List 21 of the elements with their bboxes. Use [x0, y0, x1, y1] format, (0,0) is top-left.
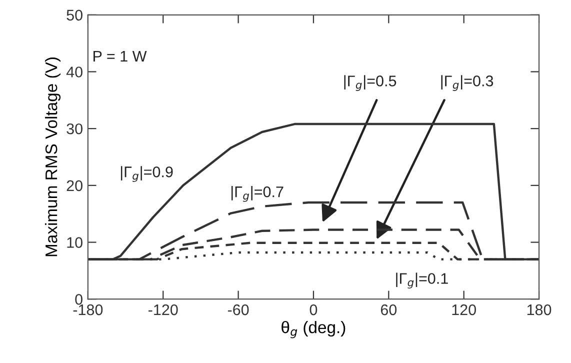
x-tick-label: -180 — [73, 304, 103, 316]
x-axis-title: θ$_{g}$ (deg.) — [282, 320, 346, 338]
y-tick-label: 30 — [66, 123, 82, 134]
y-tick-label: 0 — [75, 294, 82, 305]
annotation: |Γ$_{g}$|=0.1 — [396, 272, 448, 288]
y-tick-label: 50 — [66, 10, 82, 21]
x-tick-label: 60 — [380, 304, 397, 316]
y-tick-label: 20 — [66, 180, 82, 192]
annotation: |Γ$_{g}$|=0.9 — [120, 166, 173, 182]
x-tick-label: 0 — [310, 304, 318, 316]
x-tick-label: 180 — [527, 304, 552, 316]
y-axis-title: Maximum RMS Voltage (V) — [44, 58, 61, 256]
annotation: |Γ$_{g}$|=0.5 — [344, 75, 396, 91]
x-tick-label: 120 — [452, 304, 476, 316]
annotation: |Γ$_{g}$|=0.3 — [441, 75, 494, 91]
annotation: |Γ$_{g}$|=0.7 — [231, 186, 284, 202]
y-tick-label: 10 — [67, 237, 82, 248]
annotation: P = 1 W — [94, 50, 147, 62]
x-tick-label: -60 — [228, 304, 249, 316]
x-tick-label: -120 — [148, 304, 178, 316]
y-tick-label: 40 — [66, 66, 82, 78]
